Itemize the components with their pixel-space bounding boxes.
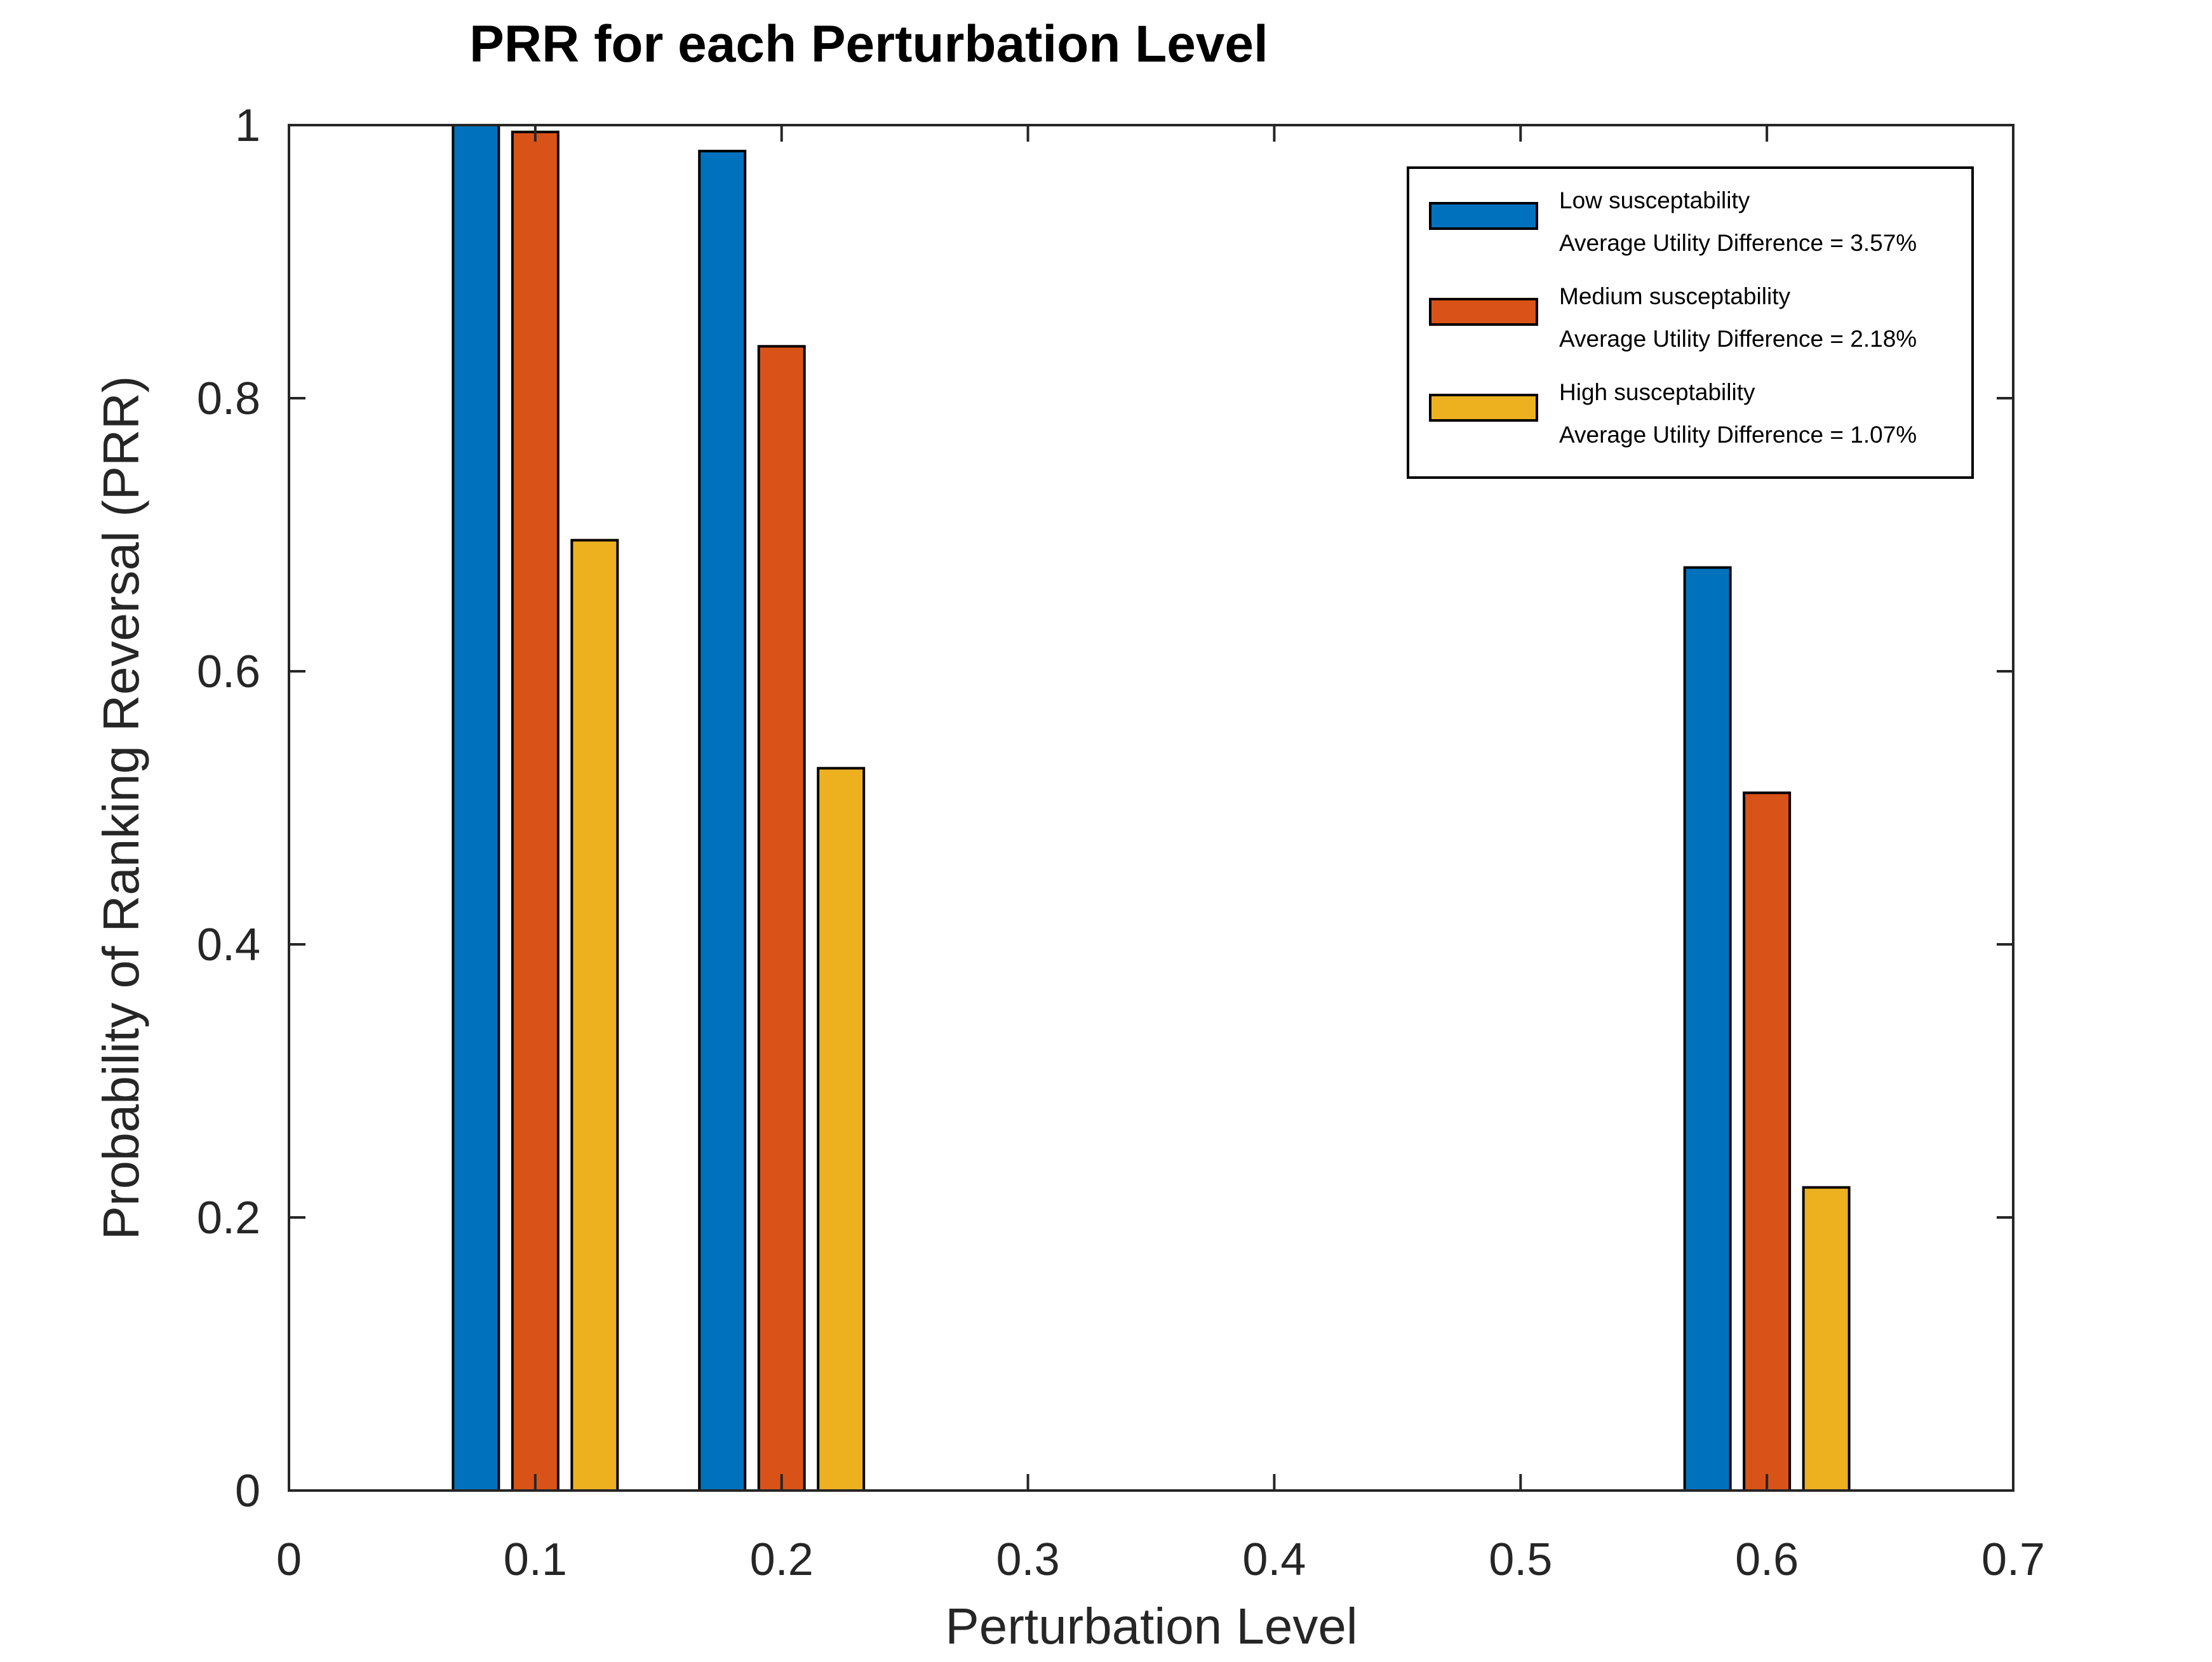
x-tick-label: 0.6 <box>1735 1534 1799 1585</box>
y-tick-label: 0 <box>235 1466 260 1517</box>
legend-swatch <box>1429 202 1538 230</box>
y-tick-label: 1 <box>235 100 260 151</box>
legend-series-note: Average Utility Difference = 1.07% <box>1559 422 1917 448</box>
ticks-layer: 0 0.1 0.2 0.3 0.4 0.5 0.6 0.7 0 0.2 0.4 0.6 0.8 1 <box>197 100 2045 1585</box>
y-tick-label: 0.2 <box>197 1193 260 1243</box>
plot-area-frame <box>288 124 2014 1492</box>
legend-items: Low susceptability Average Utility Differ… <box>1429 187 1917 448</box>
bar <box>570 539 619 1492</box>
legend-series-note: Average Utility Difference = 2.18% <box>1559 326 1917 352</box>
bar <box>1743 791 1792 1492</box>
legend-series-note: Average Utility Difference = 3.57% <box>1559 230 1917 256</box>
bar <box>698 149 747 1492</box>
chart-title: PRR for each Perturbation Level <box>469 15 1268 73</box>
bars-layer <box>452 124 1851 1492</box>
bar <box>817 767 866 1492</box>
x-tick-label: 0.2 <box>750 1534 814 1585</box>
bar <box>511 130 560 1492</box>
legend-series-name: Low susceptability <box>1559 187 1750 213</box>
y-axis-label: Probability of Ranking Reversal (PRR) <box>93 376 149 1240</box>
bar <box>1683 566 1732 1492</box>
x-tick-label: 0.1 <box>504 1534 567 1585</box>
x-tick-label: 0.5 <box>1489 1534 1552 1585</box>
y-tick-label: 0.6 <box>197 647 260 697</box>
legend-swatch <box>1429 394 1538 422</box>
bar <box>1802 1186 1851 1492</box>
x-axis-label: Perturbation Level <box>945 1598 1357 1654</box>
x-tick-label: 0 <box>276 1534 302 1585</box>
x-tick-label: 0.4 <box>1242 1534 1306 1585</box>
y-tick-label: 0.4 <box>197 920 260 970</box>
y-tick-label: 0.8 <box>197 373 260 424</box>
legend: Low susceptability Average Utility Differ… <box>1407 166 1974 479</box>
legend-series-name: High susceptability <box>1559 379 1755 405</box>
x-tick-label: 0.7 <box>1981 1534 2045 1585</box>
legend-series-name: Medium susceptability <box>1559 283 1790 309</box>
bar <box>452 124 500 1492</box>
x-tick-label: 0.3 <box>996 1534 1060 1585</box>
legend-swatch <box>1429 298 1538 326</box>
bar <box>757 345 806 1492</box>
